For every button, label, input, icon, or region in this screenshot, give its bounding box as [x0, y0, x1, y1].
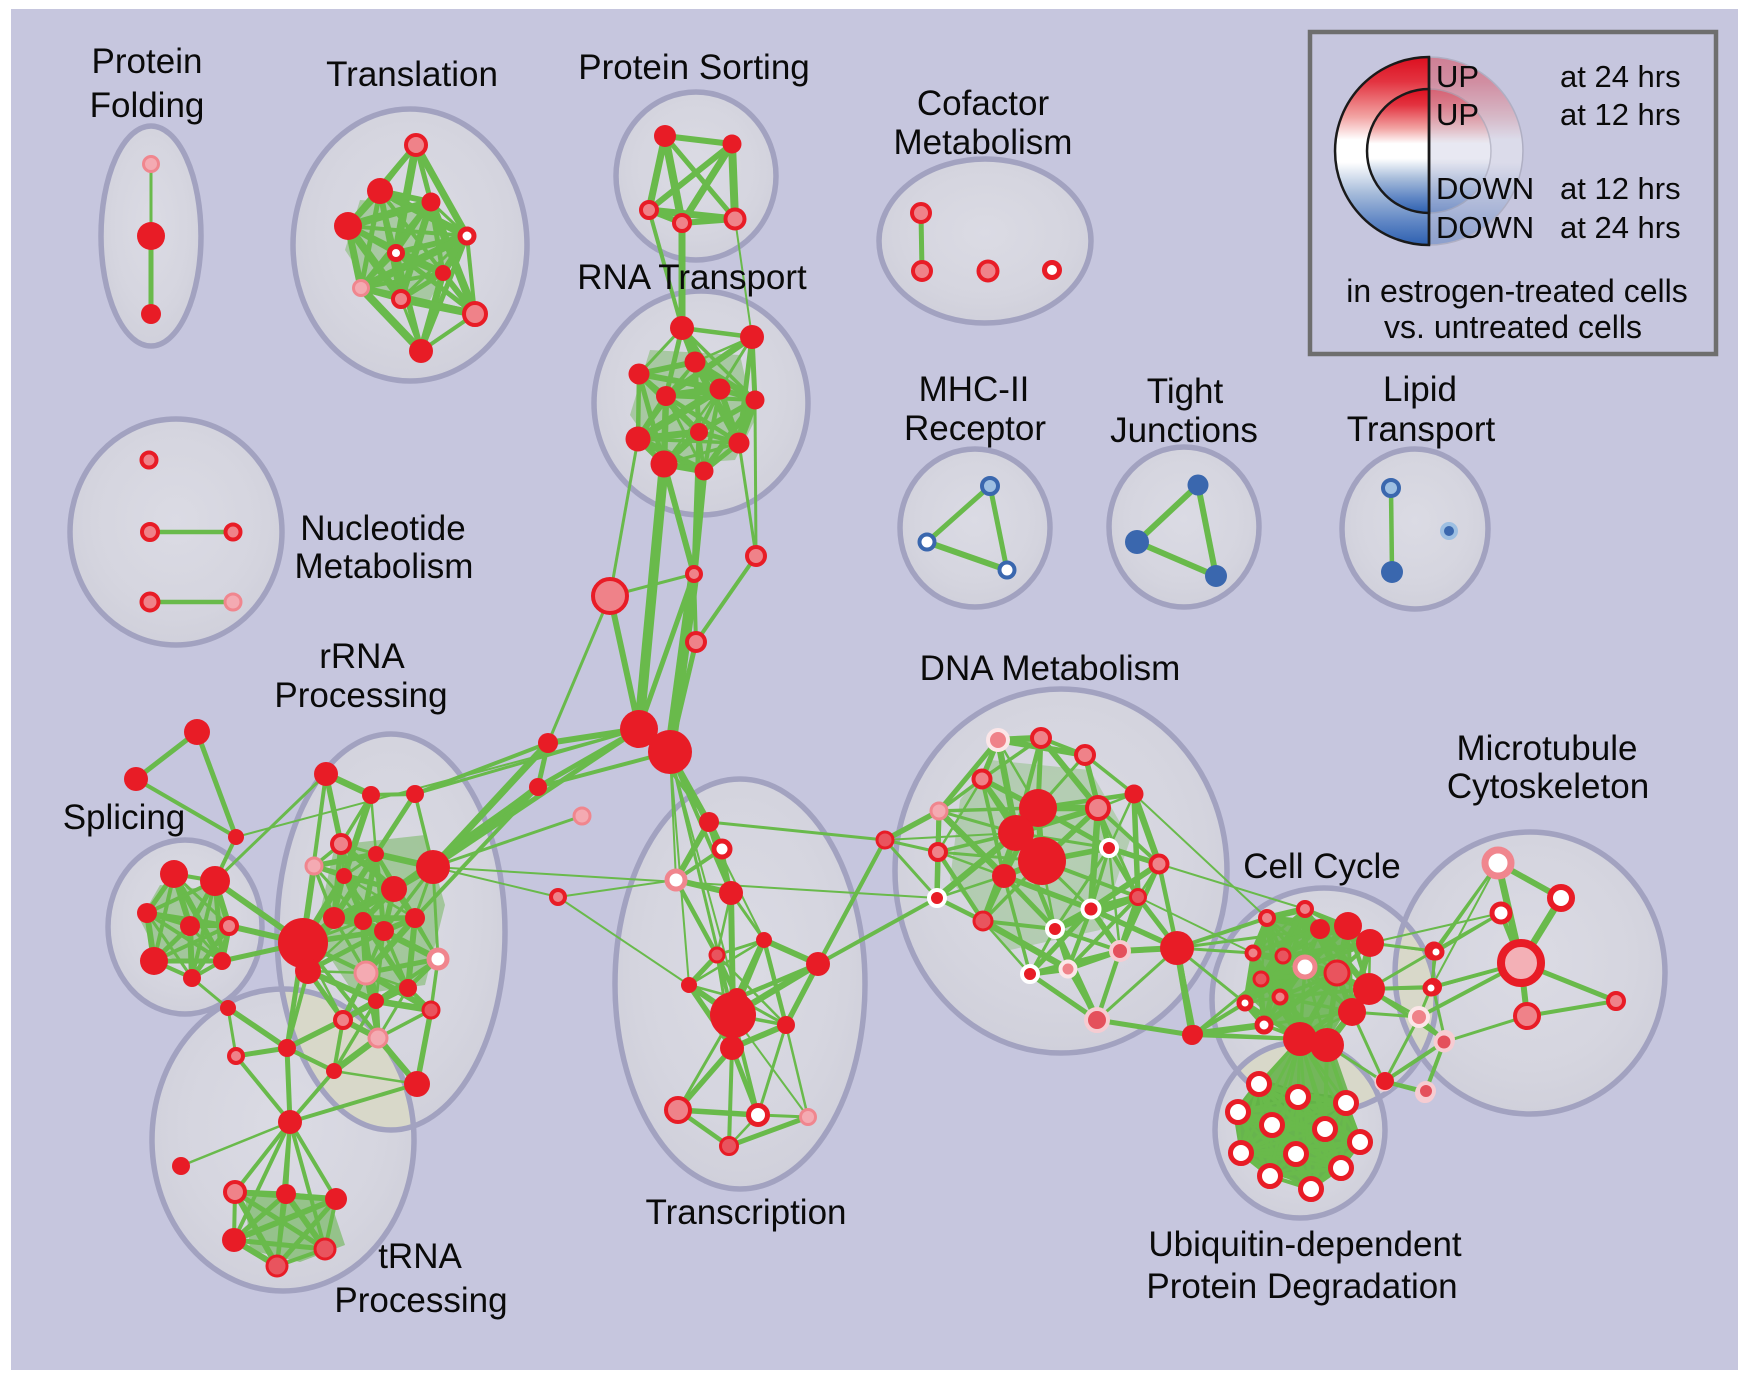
svg-text:vs. untreated cells: vs. untreated cells	[1384, 309, 1642, 345]
svg-text:at 24 hrs: at 24 hrs	[1560, 59, 1681, 94]
svg-text:Transcription: Transcription	[646, 1193, 847, 1232]
svg-text:Processing: Processing	[274, 676, 447, 715]
svg-text:Tight: Tight	[1147, 372, 1224, 411]
svg-text:Cell Cycle: Cell Cycle	[1243, 847, 1401, 886]
svg-text:Lipid: Lipid	[1383, 370, 1457, 409]
svg-text:RNA Transport: RNA Transport	[577, 258, 807, 297]
svg-text:Folding: Folding	[90, 86, 205, 125]
svg-text:UP: UP	[1436, 97, 1479, 132]
svg-text:Metabolism: Metabolism	[295, 547, 474, 586]
svg-text:Metabolism: Metabolism	[894, 123, 1073, 162]
svg-text:Protein: Protein	[92, 42, 203, 81]
svg-text:UP: UP	[1436, 59, 1479, 94]
svg-text:Cytoskeleton: Cytoskeleton	[1447, 767, 1649, 806]
svg-text:DOWN: DOWN	[1436, 210, 1534, 245]
svg-text:DNA Metabolism: DNA Metabolism	[920, 649, 1181, 688]
svg-text:at 12 hrs: at 12 hrs	[1560, 171, 1681, 206]
svg-text:Splicing: Splicing	[63, 798, 186, 837]
svg-text:MHC-II: MHC-II	[919, 370, 1030, 409]
svg-text:Receptor: Receptor	[904, 409, 1046, 448]
svg-text:at 24 hrs: at 24 hrs	[1560, 210, 1681, 245]
svg-text:tRNA: tRNA	[378, 1237, 462, 1276]
svg-text:Cofactor: Cofactor	[917, 84, 1050, 123]
svg-text:DOWN: DOWN	[1436, 171, 1534, 206]
svg-text:Junctions: Junctions	[1110, 411, 1258, 450]
svg-text:Processing: Processing	[334, 1281, 507, 1320]
svg-text:Ubiquitin-dependent: Ubiquitin-dependent	[1148, 1225, 1462, 1264]
svg-text:at 12 hrs: at 12 hrs	[1560, 97, 1681, 132]
svg-text:Transport: Transport	[1347, 410, 1496, 449]
svg-text:rRNA: rRNA	[319, 637, 405, 676]
svg-text:in estrogen-treated cells: in estrogen-treated cells	[1346, 273, 1688, 309]
svg-text:Protein Sorting: Protein Sorting	[578, 48, 810, 87]
svg-text:Microtubule: Microtubule	[1457, 729, 1638, 768]
svg-text:Translation: Translation	[326, 55, 498, 94]
svg-text:Protein Degradation: Protein Degradation	[1146, 1267, 1457, 1306]
svg-text:Nucleotide: Nucleotide	[300, 509, 465, 548]
